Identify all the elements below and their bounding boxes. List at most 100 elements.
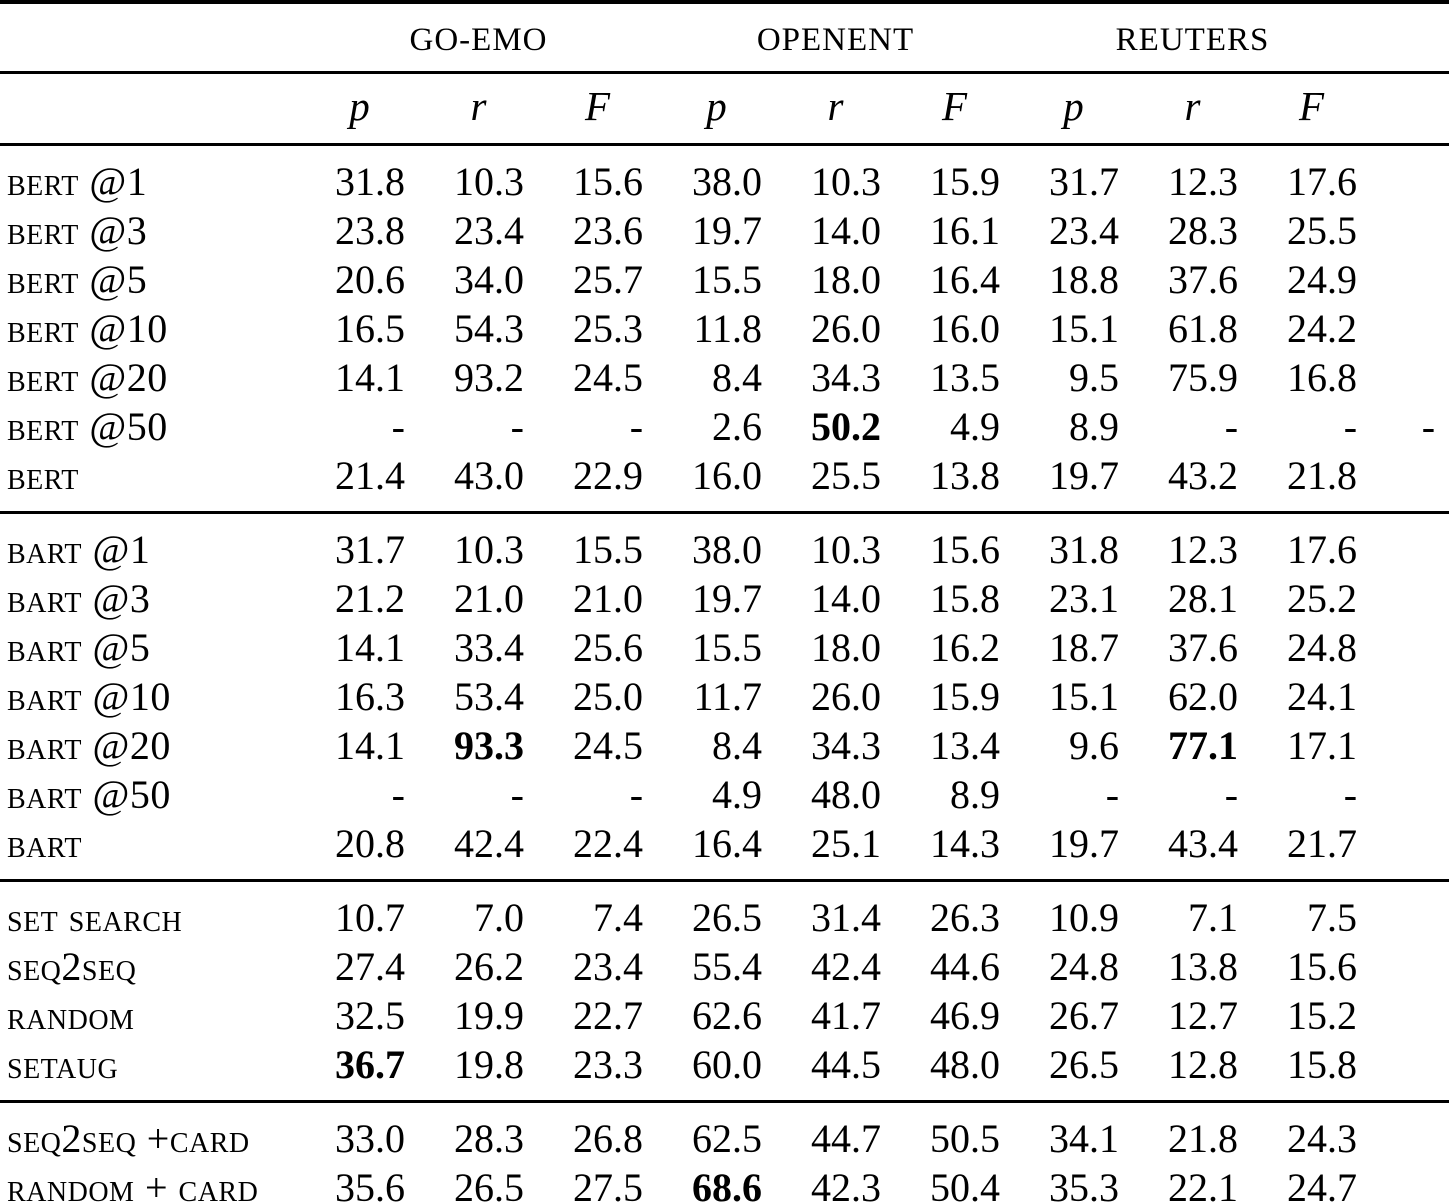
table-cell: 7.0: [474, 895, 524, 940]
table-cell: -: [629, 404, 644, 449]
table-cell: 23.6: [573, 208, 644, 253]
table-row: RANDOM + CARD 35.6 26.5 27.5 68.6 42.3 50.4 35.…: [0, 1163, 1449, 1203]
table-cell: 25.1: [811, 821, 882, 866]
table-cell: 18.0: [811, 625, 882, 670]
table-cell: 77.1: [1168, 723, 1239, 768]
overflow-cell: [1371, 513, 1449, 575]
table-cell: -: [1224, 404, 1239, 449]
table-cell: 19.9: [454, 993, 524, 1038]
corner-cell: [0, 2, 300, 74]
table-cell: 21.0: [573, 576, 644, 621]
overflow-cell: [1371, 623, 1449, 672]
table-cell: 11.8: [693, 306, 763, 351]
table-cell: 19.7: [1049, 821, 1120, 866]
table-cell: 41.7: [811, 993, 882, 1038]
table-cell: 24.2: [1287, 306, 1358, 351]
overflow-cell: [1371, 881, 1449, 943]
table-cell: 8.9: [1069, 404, 1120, 449]
metric-header-p: p: [300, 72, 419, 146]
table-cell: 18.7: [1049, 625, 1120, 670]
table-cell: 75.9: [1168, 355, 1239, 400]
table-cell: 24.5: [573, 355, 644, 400]
table-cell: 22.7: [573, 993, 644, 1038]
table-cell: 22.1: [1168, 1165, 1239, 1203]
table-row: BART @5 14.1 33.4 25.6 15.5 18.0 16.2 18.7 37.6 2…: [0, 623, 1449, 672]
table-cell: 16.0: [930, 306, 1001, 351]
table-cell: 15.5: [692, 625, 763, 670]
table-cell: 16.0: [692, 453, 763, 498]
table-cell: 16.5: [335, 306, 405, 351]
table-cell: 21.8: [1168, 1116, 1239, 1161]
table-cell: 14.3: [930, 821, 1001, 866]
table-cell: 26.0: [811, 306, 882, 351]
table-cell: 36.7: [335, 1042, 405, 1087]
row-label: BERT @3: [7, 208, 148, 253]
table-row: BART 20.8 42.4 22.4 16.4 25.1 14.3 19.7 43.4 21.7: [0, 819, 1449, 881]
table-cell: 24.8: [1287, 625, 1358, 670]
overflow-cell: [1371, 574, 1449, 623]
table-cell: 21.2: [335, 576, 405, 621]
table-cell: 34.3: [811, 723, 882, 768]
table-cell: 24.3: [1287, 1116, 1358, 1161]
table-cell: 55.4: [692, 944, 763, 989]
table-cell: 24.9: [1287, 257, 1358, 302]
table-cell: 24.7: [1287, 1165, 1358, 1203]
table-cell: 18.0: [811, 257, 882, 302]
row-label: BART: [7, 821, 82, 866]
table-cell: 33.0: [335, 1116, 405, 1161]
table-cell: 14.0: [811, 576, 882, 621]
table-cell: 32.5: [335, 993, 405, 1038]
table-row: BERT @50 - - - 2.6 50.2 4.9 8.9 - - -: [0, 402, 1449, 451]
metric-header-f: F: [895, 72, 1015, 146]
overflow-cell: [1371, 819, 1449, 881]
overflow-cell: [1371, 1040, 1449, 1102]
table-cell: 21.8: [1287, 453, 1358, 498]
table-cell: 28.3: [1168, 208, 1239, 253]
row-label: BERT @1: [7, 159, 148, 204]
table-cell: 19.7: [692, 208, 763, 253]
table-cell: 21.4: [335, 453, 405, 498]
table-row: BERT @3 23.8 23.4 23.6 19.7 14.0 16.1 23.4 28.3 2…: [0, 206, 1449, 255]
table-cell: 42.4: [454, 821, 524, 866]
metric-header-row: p r F p r F p r F: [0, 72, 1449, 146]
group-header-row: GO-EMO OPENENT REUTERS: [0, 2, 1449, 74]
overflow-cell: [1371, 353, 1449, 402]
overflow-cell: [1371, 672, 1449, 721]
row-label: SET SEARCH: [7, 895, 183, 940]
table-cell: 13.4: [930, 723, 1001, 768]
table-cell: 10.3: [811, 159, 882, 204]
table-cell: 28.3: [454, 1116, 524, 1161]
table-cell: 15.1: [1049, 306, 1120, 351]
table-cell: 9.6: [1069, 723, 1120, 768]
table-row: SEQ2SEQ +CARD 33.0 28.3 26.8 62.5 44.7 50.5 34.…: [0, 1102, 1449, 1164]
overflow-header-cell: [1371, 72, 1449, 146]
table-row: BART @10 16.3 53.4 25.0 11.7 26.0 15.9 15.1 62.0…: [0, 672, 1449, 721]
table-cell: 11.7: [693, 674, 763, 719]
table-cell: 35.3: [1049, 1165, 1120, 1203]
table-row: SET SEARCH 10.7 7.0 7.4 26.5 31.4 26.3 10.9 7.1 7…: [0, 881, 1449, 943]
row-label: BART @10: [7, 674, 171, 719]
table-cell: -: [1343, 404, 1358, 449]
table-cell: 48.0: [930, 1042, 1001, 1087]
table-cell: 15.6: [573, 159, 644, 204]
table-row: RANDOM 32.5 19.9 22.7 62.6 41.7 46.9 26.7 12.7 15…: [0, 991, 1449, 1040]
table-cell: 42.3: [811, 1165, 882, 1203]
table-cell: 44.7: [811, 1116, 882, 1161]
table-cell: 37.6: [1168, 625, 1239, 670]
table-cell: 24.5: [573, 723, 644, 768]
table-cell: 8.4: [712, 355, 763, 400]
table-cell: 10.3: [454, 159, 524, 204]
table-row: BART @1 31.7 10.3 15.5 38.0 10.3 15.6 31.8 12.3 1…: [0, 513, 1449, 575]
overflow-cell: [1371, 304, 1449, 353]
table-cell: 50.5: [930, 1116, 1001, 1161]
overflow-cell: [1371, 1102, 1449, 1164]
table-cell: 26.5: [454, 1165, 524, 1203]
table-cell: 46.9: [930, 993, 1001, 1038]
table-cell: 48.0: [811, 772, 882, 817]
table-cell: 24.8: [1049, 944, 1120, 989]
table-cell: 16.2: [930, 625, 1001, 670]
table-cell: -: [629, 772, 644, 817]
table-cell: 23.4: [573, 944, 644, 989]
table-cell: 42.4: [811, 944, 882, 989]
